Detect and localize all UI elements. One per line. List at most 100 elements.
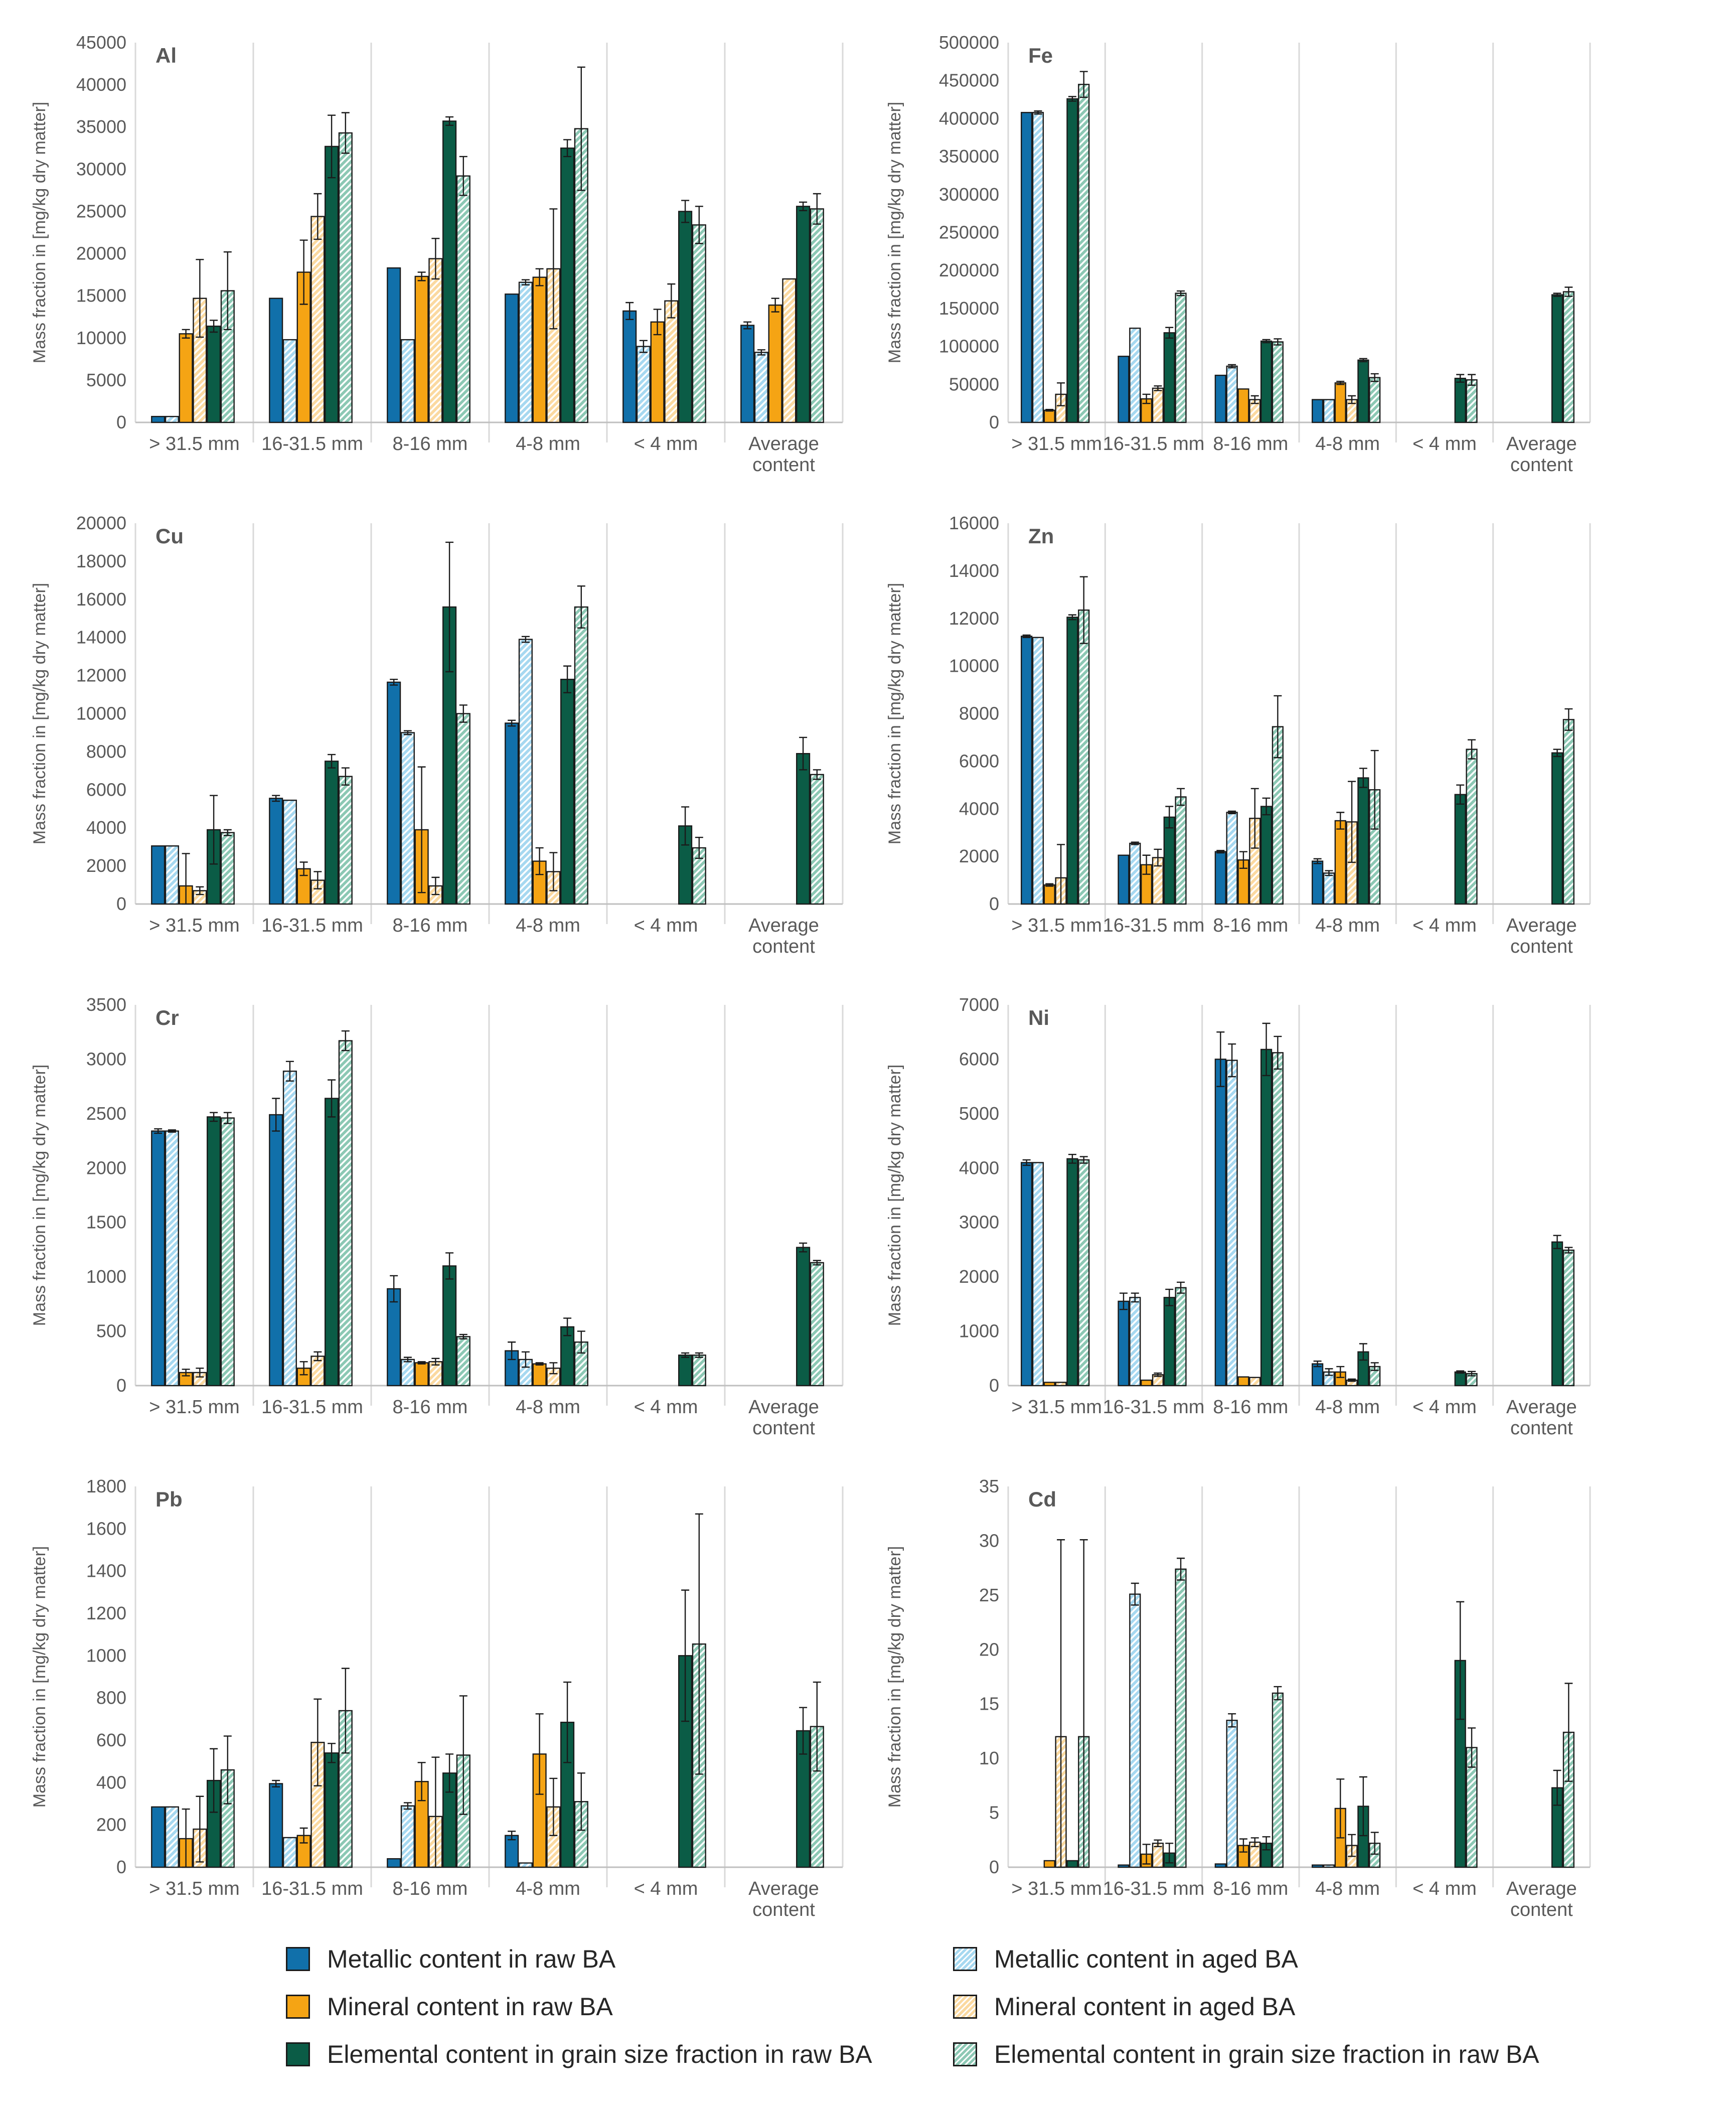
bar-elem-raw — [1163, 1297, 1175, 1387]
x-tick-label: 4-8 mm — [1315, 1878, 1380, 1899]
x-tick-label: 16-31.5 mm — [1103, 1397, 1205, 1418]
bar-elem-aged — [810, 208, 824, 423]
bar-metal-aged — [400, 1805, 415, 1868]
legend-label-metal-aged: Metallic content in aged BA — [994, 1945, 1298, 1973]
y-tick-label: 0 — [989, 893, 999, 914]
chart-zn: 0 2000 4000 6000 8000 10000 12000 14000 16000 Mas… — [885, 513, 1591, 957]
y-tick-label: 0 — [989, 1857, 999, 1877]
bar-elem-raw — [560, 1326, 575, 1387]
bar-mineral-raw — [1334, 382, 1346, 423]
bar-metal-aged — [1323, 399, 1335, 423]
bar-metal-aged — [400, 732, 415, 905]
y-tick-label: 1500 — [86, 1212, 126, 1233]
bar-metal-raw — [1214, 1059, 1226, 1387]
legend-item-elem-aged: Elemental content in grain size fraction… — [953, 2037, 1539, 2072]
x-tick-label: < 4 mm — [634, 433, 698, 455]
y-tick-label: 0 — [989, 1375, 999, 1396]
bar-metal-aged — [518, 1862, 533, 1868]
bar-elem-aged — [1272, 1052, 1284, 1387]
bar-metal-aged — [1129, 1297, 1141, 1387]
legend-label-elem-aged: Elemental content in grain size fraction… — [994, 2040, 1539, 2068]
y-tick-label: 40000 — [76, 74, 126, 95]
bar-metal-aged — [282, 1837, 297, 1868]
y-axis-label: Mass fraction in [mg/kg dry matter] — [30, 1546, 49, 1808]
x-tick-label: 8-16 mm — [1213, 1397, 1288, 1418]
bar-elem-raw — [325, 761, 339, 905]
bar-elem-aged — [1272, 341, 1284, 423]
y-axis-label: Mass fraction in [mg/kg dry matter] — [30, 102, 49, 364]
bar-elem-raw — [207, 326, 221, 423]
element-label: Ni — [1028, 1006, 1049, 1029]
bar-elem-aged — [1175, 292, 1187, 423]
bar-mineral-raw — [1140, 1379, 1153, 1387]
bar-metal-raw — [151, 416, 166, 423]
bar-elem-aged — [1562, 291, 1574, 423]
bar-metal-aged — [1226, 365, 1238, 423]
bar-elem-aged — [574, 606, 588, 905]
y-tick-label: 20 — [979, 1639, 999, 1660]
bar-metal-raw — [1118, 1864, 1130, 1868]
bar-mineral-raw — [296, 868, 311, 905]
bar-metal-raw — [151, 845, 166, 905]
y-tick-label: 16000 — [76, 589, 126, 610]
x-tick-label: < 4 mm — [1412, 1397, 1477, 1418]
bar-elem-raw — [560, 147, 575, 423]
legend-swatch-mineral-aged — [953, 1995, 977, 2019]
chart-pb: 0 200 400 600 800 1000 1200 1400 1600 1800 Mass fr… — [30, 1476, 844, 1920]
x-tick-label: 16-31.5 mm — [261, 915, 363, 936]
y-tick-label: 5 — [989, 1803, 999, 1823]
bar-metal-raw — [1214, 851, 1226, 905]
y-tick-label: 0 — [116, 893, 126, 914]
bar-metal-raw — [269, 297, 283, 423]
bar-metal-aged — [754, 352, 768, 423]
y-tick-label: 10000 — [76, 328, 126, 348]
bar-mineral-aged — [664, 300, 679, 423]
x-tick-label: Average — [1506, 1878, 1577, 1899]
y-tick-label: 5000 — [959, 1103, 999, 1124]
x-tick-label: 16-31.5 mm — [1103, 433, 1205, 455]
x-tick-label: > 31.5 mm — [149, 915, 240, 936]
element-label: Zn — [1028, 524, 1054, 548]
bar-elem-raw — [796, 1247, 811, 1387]
x-tick-label: < 4 mm — [1412, 1878, 1477, 1899]
y-tick-label: 6000 — [959, 750, 999, 771]
bar-metal-aged — [400, 1359, 415, 1387]
bar-metal-raw — [387, 267, 401, 423]
bar-elem-aged — [810, 1262, 824, 1387]
y-tick-label: 500 — [96, 1321, 126, 1341]
bar-elem-aged — [456, 175, 470, 423]
bar-elem-aged — [456, 713, 470, 905]
x-tick-label: 8-16 mm — [393, 915, 468, 936]
bar-elem-raw — [1551, 752, 1563, 905]
bar-elem-raw — [1551, 1241, 1563, 1387]
bar-mineral-aged — [782, 278, 797, 423]
bar-mineral-raw — [532, 1753, 547, 1868]
bar-elem-aged — [338, 1040, 353, 1387]
bar-elem-raw — [1357, 777, 1369, 905]
y-tick-label: 200000 — [939, 260, 999, 280]
y-tick-label: 15 — [979, 1694, 999, 1714]
y-tick-label: 16000 — [949, 513, 999, 533]
x-tick-label: > 31.5 mm — [1011, 915, 1102, 936]
bar-metal-raw — [269, 1114, 283, 1387]
x-tick-label: 16-31.5 mm — [261, 433, 363, 455]
bar-metal-aged — [165, 416, 179, 423]
y-tick-label: 30000 — [76, 159, 126, 179]
chart-cu: 0 2000 4000 6000 8000 10000 12000 14000 16000 180… — [30, 513, 844, 957]
bar-elem-raw — [442, 1265, 457, 1387]
y-tick-label: 1600 — [86, 1518, 126, 1539]
y-tick-label: 4000 — [959, 798, 999, 819]
bar-metal-raw — [1021, 1162, 1033, 1387]
bar-elem-aged — [692, 1355, 706, 1387]
bar-mineral-raw — [1237, 388, 1249, 423]
bar-mineral-aged — [310, 879, 325, 905]
x-tick-label: < 4 mm — [634, 915, 698, 936]
x-tick-label: > 31.5 mm — [149, 1397, 240, 1418]
y-tick-label: 450000 — [939, 70, 999, 91]
y-tick-label: 2000 — [86, 1157, 126, 1178]
y-tick-label: 12000 — [949, 608, 999, 629]
bar-elem-raw — [1454, 377, 1466, 423]
x-tick-label: > 31.5 mm — [1011, 1878, 1102, 1899]
bar-mineral-aged — [310, 1742, 325, 1868]
y-axis-label: Mass fraction in [mg/kg dry matter] — [885, 102, 904, 364]
